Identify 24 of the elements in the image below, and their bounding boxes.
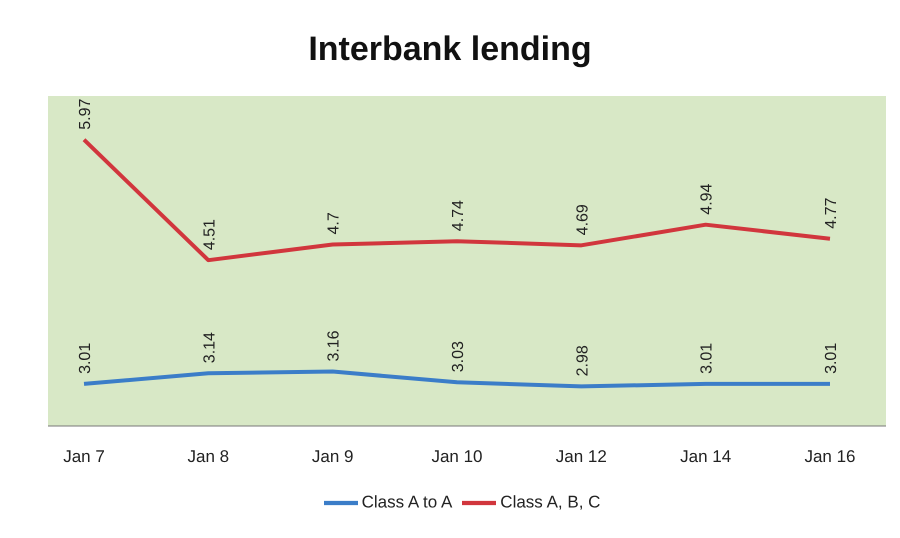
data-label: 4.69 [574,204,592,236]
data-label: 4.77 [823,197,840,229]
legend-label: Class A to A [362,492,452,512]
data-label: 4.94 [698,183,716,215]
x-tick-label: Jan 10 [431,447,483,466]
data-label: 3.03 [450,341,467,372]
x-tick-label: Jan 14 [680,447,732,466]
x-tick-label: Jan 16 [804,447,856,466]
data-label: 4.74 [450,200,467,232]
data-label: 3.01 [77,342,94,374]
data-label: 3.01 [823,342,840,374]
legend-label: Class A, B, C [500,492,600,512]
x-tick-label: Jan 7 [63,447,105,466]
x-tick-label: Jan 9 [312,447,354,466]
x-tick-label: Jan 8 [188,447,230,466]
chart-title: Interbank lending [307,29,593,70]
data-label: 5.97 [77,98,94,130]
data-label: 4.51 [201,218,218,250]
x-tick-label: Jan 12 [556,447,607,466]
data-label: 3.16 [326,330,343,362]
data-label: 3.14 [201,332,218,364]
data-label: 4.7 [326,212,343,234]
data-label: 2.98 [574,345,592,376]
data-label: 3.01 [698,342,716,374]
